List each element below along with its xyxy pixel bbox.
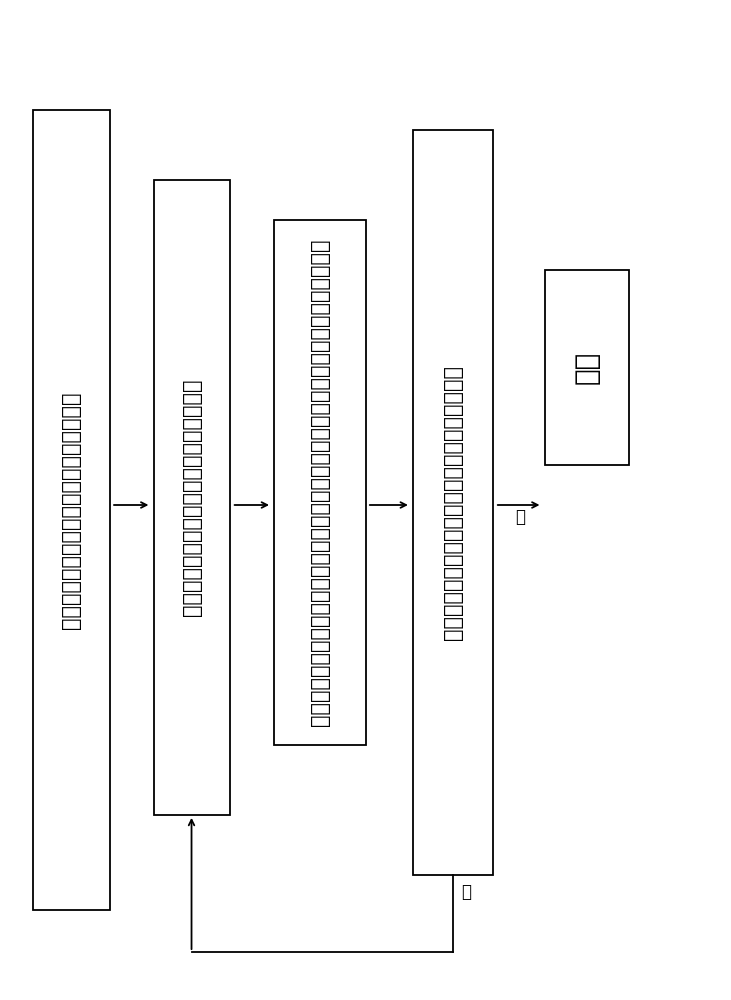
Bar <box>545 270 629 465</box>
Text: 结束: 结束 <box>572 351 601 384</box>
Bar <box>33 110 110 910</box>
Text: 是: 是 <box>515 508 526 526</box>
Bar <box>274 220 366 745</box>
Text: 计算蛕动泵泵轴各圆周位置的校正控制信号量，处理器输出校正控制信号量使蛕动泵转动: 计算蛕动泵泵轴各圆周位置的校正控制信号量，处理器输出校正控制信号量使蛕动泵转动 <box>310 239 330 726</box>
Bar <box>413 130 493 875</box>
Text: 蛕动泵的泵轴各圆周位置是否均达到目标角速度值: 蛕动泵的泵轴各圆周位置是否均达到目标角速度值 <box>443 365 463 640</box>
Text: 计算蛕动泵泵轴各圆周位置的目标角速度值: 计算蛕动泵泵轴各圆周位置的目标角速度值 <box>61 391 81 629</box>
Text: 计算蛕动泵泵轴各圆周位置的速度变化差值: 计算蛕动泵泵轴各圆周位置的速度变化差值 <box>182 379 202 616</box>
Bar <box>154 180 230 815</box>
Text: 否: 否 <box>461 883 471 901</box>
